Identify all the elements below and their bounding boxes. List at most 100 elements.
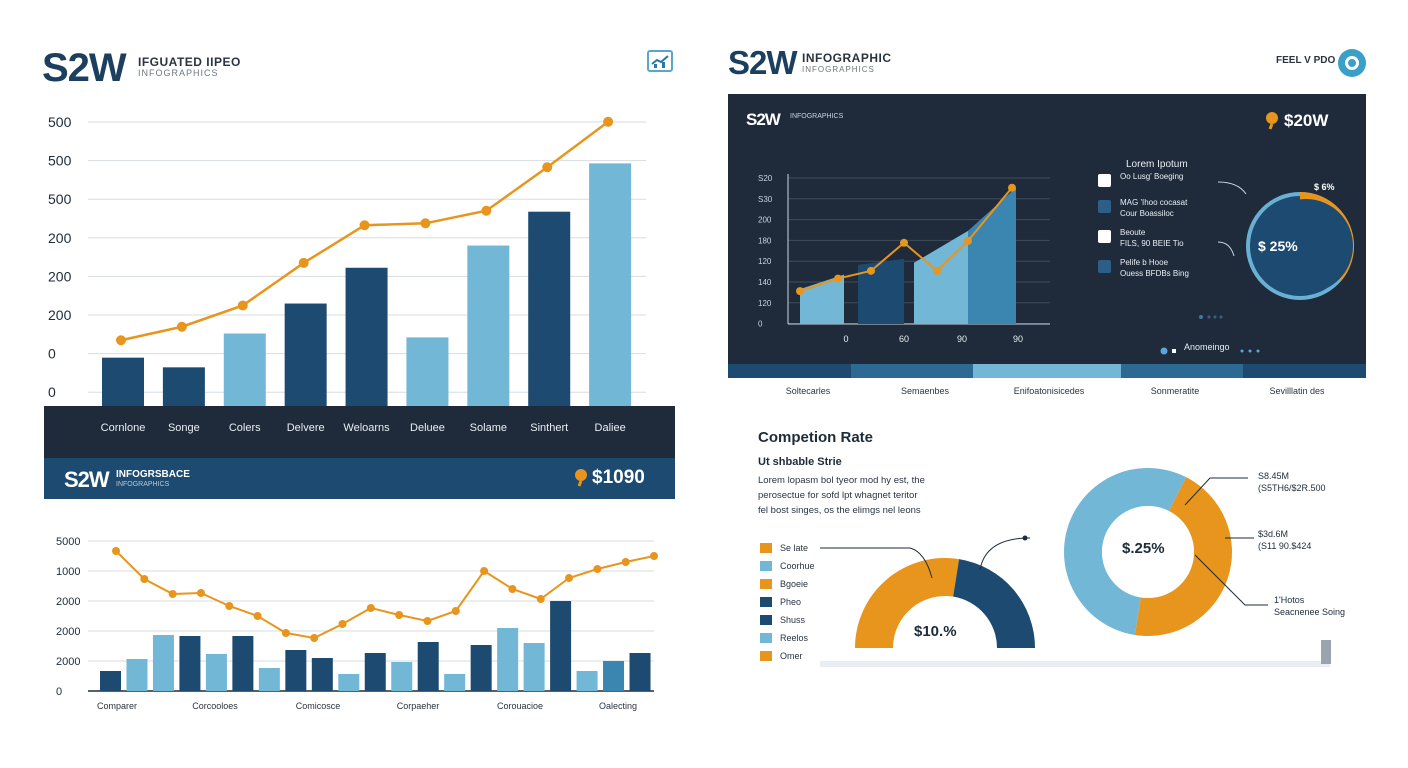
y-tick-label: 0 (48, 346, 56, 362)
dark-donut-center: $ 25% (1258, 238, 1298, 254)
line-point (796, 287, 804, 296)
bar (345, 267, 388, 406)
leader-line (820, 547, 933, 579)
x-tick-label: Daliee (594, 422, 626, 434)
competition-title: Competion Rate (758, 429, 874, 446)
line-point (140, 575, 149, 583)
dark-legend-title: Lorem Ipotum (1126, 159, 1188, 170)
corner-text: FEEL V PDO (1276, 55, 1336, 66)
line-point (310, 634, 319, 642)
bar (391, 662, 413, 691)
category-strip: Cornlone Songe Colers Delvere Weloarns Deluee… (44, 406, 675, 458)
line-point (542, 162, 553, 173)
competition-charts (820, 468, 1331, 667)
legend-label: Reelos (780, 633, 809, 643)
bar (589, 163, 632, 406)
legend-label: Bgoeie (780, 579, 809, 589)
legend-item: Shuss (760, 615, 805, 625)
legend-item: Se late (760, 543, 808, 553)
footer-dot-icon (1160, 342, 1180, 360)
bar (285, 650, 307, 691)
brand-subtitle-right: INFOGRAPHICS (802, 65, 875, 74)
y-tick-label: 180 (758, 236, 772, 245)
body-line: fel bost singes, os the elimgs nel leons (758, 505, 921, 516)
brand-title-right: INFOGRAPHIC (802, 51, 892, 65)
legend-swatch (1098, 200, 1111, 213)
y-tick-label: 1000 (56, 566, 80, 578)
x-tick-label: Corcooloes (192, 701, 238, 711)
stripe-label: Soltecarles (785, 386, 831, 396)
bar (152, 635, 174, 691)
bar (417, 642, 439, 691)
bar (470, 645, 492, 691)
leader-line (1194, 554, 1268, 606)
dark-dashboard: S2W INFOGRAPHICS $20W S20 S30 200 180 120 140… (728, 94, 1366, 364)
bar (258, 668, 280, 691)
base-shadow (820, 661, 1330, 667)
brand-logo: S2W (42, 46, 127, 90)
stripe-label: Enifoatonisicedes (1013, 386, 1085, 396)
chart-box-icon[interactable] (647, 50, 673, 72)
dark-subtitle: INFOGRAPHICS (790, 113, 844, 120)
line-point (565, 574, 574, 582)
bar (100, 671, 121, 691)
stripe-label: Sonmeratite (1150, 386, 1200, 396)
donut-slice (1134, 477, 1232, 636)
legend-swatch (760, 579, 772, 589)
bar (338, 674, 360, 691)
y-tick-label: 0 (56, 686, 62, 698)
dollar-icon (574, 467, 588, 487)
line-point (650, 552, 658, 560)
bar (523, 643, 545, 691)
bar (497, 628, 519, 691)
line-point (225, 602, 234, 610)
legend-label: Shuss (780, 615, 806, 625)
legend-label: Coorhue (780, 561, 815, 571)
dark-logo: S2W (746, 110, 781, 129)
legend-label: FILS, 90 BEIE Tio (1120, 239, 1184, 248)
bar (364, 653, 386, 691)
banner-title: INFOGRSBACE (116, 469, 190, 480)
legend-item: Pheo (760, 597, 801, 607)
line-point (298, 257, 309, 268)
comp-donut-center: $.25% (1122, 540, 1165, 557)
area-shape (858, 258, 904, 324)
dark-value: $20W (1284, 111, 1329, 130)
dollar-icon (1265, 110, 1279, 130)
line-point (253, 612, 262, 620)
y-tick-label: 2000 (56, 656, 80, 668)
y-tick-label: 200 (48, 230, 72, 246)
bar (223, 333, 266, 406)
body-line: Lorem lopasm bol tyeor mod hy est, the (758, 475, 925, 486)
competition-subtitle: Ut shbable Strie (758, 456, 842, 468)
y-tick-label: S20 (758, 174, 773, 183)
banner-subtitle: INFOGRAPHICS (116, 481, 170, 488)
y-tick-label: 2000 (56, 596, 80, 608)
pager-dots[interactable] (1198, 307, 1228, 325)
callout-value: $3d.6M (1258, 529, 1289, 539)
semi-slice (953, 559, 1035, 648)
bar (467, 245, 510, 406)
legend-label: Omer (780, 651, 803, 661)
legend-swatch (760, 561, 772, 571)
line-point (834, 274, 842, 283)
ring-icon[interactable] (1338, 49, 1366, 77)
bar (102, 357, 144, 406)
semi-slice (855, 558, 960, 648)
callout-3: 1'Hotos Seacnenee Soing (1274, 594, 1345, 618)
stripe-label: Semaenbes (900, 386, 950, 396)
legend-swatch (760, 633, 772, 643)
bar (205, 654, 227, 691)
y-tick-label: 120 (758, 299, 772, 308)
line-point (933, 266, 941, 275)
x-tick-label: Comparer (96, 701, 138, 711)
line-point (237, 300, 248, 311)
footer-dots (1238, 342, 1262, 360)
bar (232, 636, 254, 691)
y-tick-label: 200 (758, 216, 772, 225)
line-point (338, 620, 347, 628)
legend-swatch (760, 543, 772, 553)
y-tick-label: 140 (758, 278, 772, 287)
legend-label: Pheo (780, 597, 802, 607)
callout-detail: (S11 90.$424 (1258, 541, 1312, 551)
